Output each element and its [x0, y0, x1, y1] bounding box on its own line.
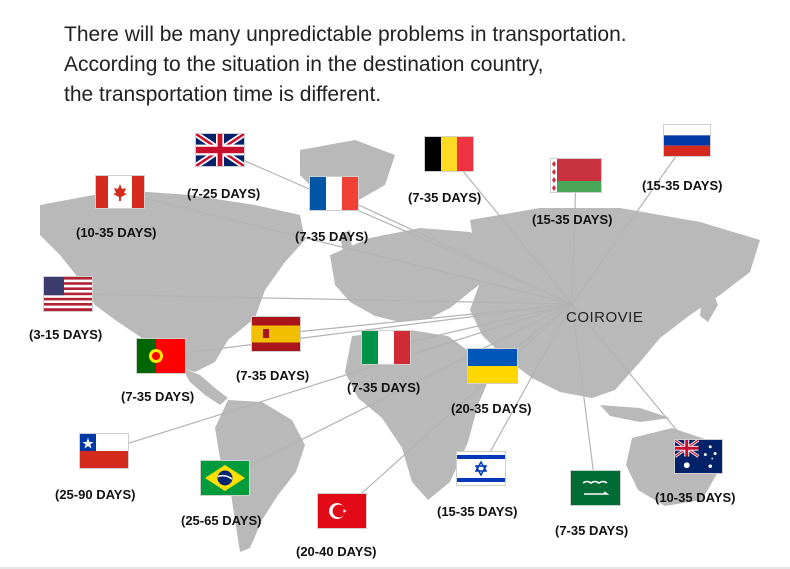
uk-flag-icon: [195, 133, 245, 167]
chile-flag-icon: [79, 433, 129, 469]
route-line: [103, 303, 573, 452]
russia-days-label: (15-35 DAYS): [642, 178, 723, 193]
africa-shape: [345, 330, 492, 500]
header-line-2: According to the situation in the destin…: [64, 53, 544, 76]
saudi-days-label: (7-35 DAYS): [555, 523, 629, 538]
brazil-days-label: (25-65 DAYS): [181, 513, 262, 528]
route-line: [119, 191, 573, 305]
belarus-days-label: (15-35 DAYS): [532, 212, 613, 227]
bottom-divider: [0, 567, 790, 569]
spain-days-label: (7-35 DAYS): [236, 368, 310, 383]
central-america-shape: [182, 368, 228, 405]
route-line: [275, 303, 573, 335]
italy-days-label: (7-35 DAYS): [347, 380, 421, 395]
saudi-flag-icon: [570, 470, 621, 506]
route-line: [385, 303, 573, 349]
route-line: [333, 192, 573, 305]
header-text: There will be many unpredictable problem…: [64, 20, 627, 110]
turkey-flag-icon: [317, 493, 367, 529]
route-line: [480, 303, 573, 469]
spain-flag-icon: [251, 316, 301, 352]
turkey-days-label: (20-40 DAYS): [296, 544, 377, 559]
uk-days-label: (7-25 DAYS): [187, 186, 261, 201]
north-america-shape: [40, 190, 305, 372]
brand-logo: COIROVIE: [566, 309, 644, 326]
belarus-flag-icon: [550, 158, 602, 193]
ukraine-days-label: (20-35 DAYS): [451, 401, 532, 416]
header-line-1: There will be many unpredictable problem…: [64, 23, 627, 46]
france-flag-icon: [309, 176, 359, 211]
asia-shape: [470, 208, 760, 398]
australia-flag-icon: [674, 439, 723, 474]
israel-days-label: (15-35 DAYS): [437, 504, 518, 519]
australia-days-label: (10-35 DAYS): [655, 490, 736, 505]
portugal-flag-icon: [136, 338, 186, 374]
usa-days-label: (3-15 DAYS): [29, 327, 103, 342]
uk-island-shape: [340, 230, 352, 252]
route-line: [571, 175, 577, 305]
russia-flag-icon: [663, 124, 711, 157]
brazil-flag-icon: [200, 460, 250, 496]
usa-flag-icon: [43, 276, 93, 312]
route-line: [219, 149, 573, 305]
indonesia-shape: [600, 405, 670, 422]
italy-flag-icon: [361, 330, 411, 365]
japan-shape: [700, 290, 718, 322]
header-line-3: the transportation time is different.: [64, 83, 382, 106]
route-line: [448, 153, 573, 305]
israel-flag-icon: [456, 451, 506, 486]
portugal-days-label: (7-35 DAYS): [121, 389, 195, 404]
route-line: [224, 303, 573, 479]
route-line: [341, 303, 573, 512]
canada-days-label: (10-35 DAYS): [76, 225, 157, 240]
belgium-days-label: (7-35 DAYS): [408, 190, 482, 205]
route-line: [571, 303, 699, 457]
route-line: [67, 293, 573, 305]
south-america-shape: [215, 400, 305, 552]
route-line: [571, 140, 688, 305]
canada-flag-icon: [95, 175, 145, 209]
belgium-flag-icon: [424, 136, 474, 172]
france-days-label: (7-35 DAYS): [295, 229, 369, 244]
route-line: [571, 303, 597, 489]
ukraine-flag-icon: [467, 348, 518, 384]
chile-days-label: (25-90 DAYS): [55, 487, 136, 502]
